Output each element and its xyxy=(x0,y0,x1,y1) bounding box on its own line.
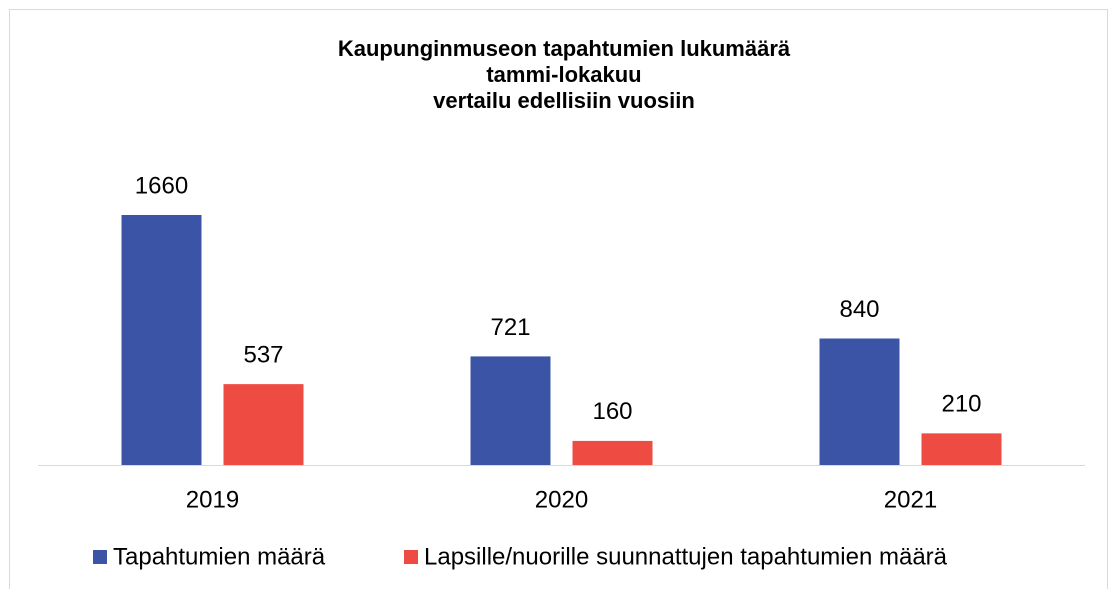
bar xyxy=(223,384,304,465)
x-tick-label: 2020 xyxy=(535,486,588,513)
bar xyxy=(572,440,653,465)
data-label: 537 xyxy=(243,341,283,368)
data-label: 160 xyxy=(592,398,632,425)
data-label: 210 xyxy=(941,391,981,418)
bar xyxy=(470,356,551,465)
x-tick-label: 2019 xyxy=(186,486,239,513)
legend-swatch xyxy=(404,550,418,564)
data-label: 1660 xyxy=(135,172,188,199)
legend-label: Lapsille/nuorille suunnattujen tapahtumi… xyxy=(424,543,948,570)
chart-title: vertailu edellisiin vuosiin xyxy=(433,88,695,113)
chart-title: tammi-lokakuu xyxy=(486,62,641,87)
legend-swatch xyxy=(93,550,107,564)
bar xyxy=(121,215,202,465)
chart-title: Kaupunginmuseon tapahtumien lukumäärä xyxy=(338,36,791,61)
legend-label: Tapahtumien määrä xyxy=(113,543,326,570)
data-label: 721 xyxy=(490,314,530,341)
bar xyxy=(921,433,1002,465)
data-label: 840 xyxy=(839,296,879,323)
bar xyxy=(819,338,900,465)
x-tick-label: 2021 xyxy=(884,486,937,513)
